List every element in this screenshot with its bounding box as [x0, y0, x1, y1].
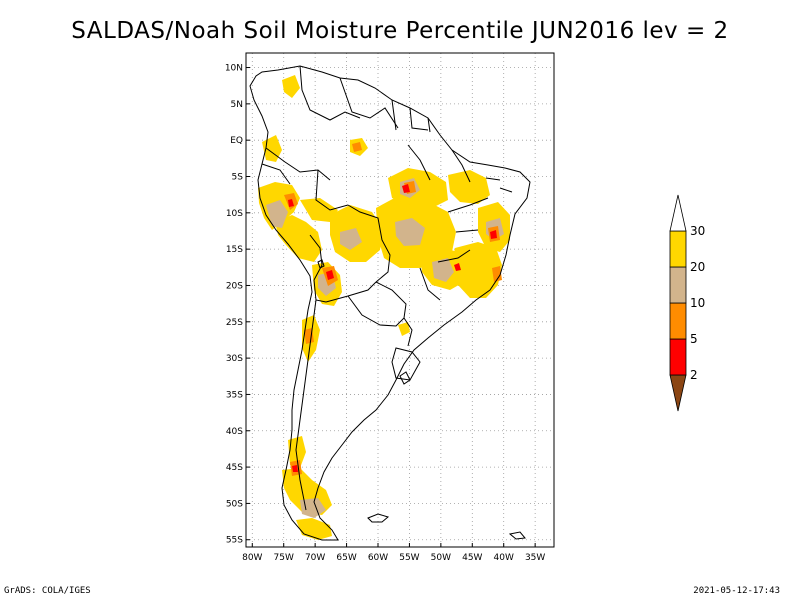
lon-tick-label: 35W [525, 553, 545, 563]
lon-tick-label: 55W [399, 553, 419, 563]
footer-credit: GrADS: COLA/IGES [4, 586, 91, 596]
longitude-labels: 80W 75W 70W 65W 60W 55W 50W 45W 40W 35W [242, 543, 545, 563]
lat-tick-label: 5S [232, 173, 244, 183]
colorbar-legend: 2 5 10 20 30 [669, 194, 705, 412]
red-bolivia [326, 270, 334, 280]
border-colombia-venezuela [299, 65, 361, 121]
colorbar-bin [669, 302, 687, 340]
colorbar-label: 20 [690, 260, 705, 274]
border-paraguay-argentina [347, 295, 405, 327]
falklands [367, 513, 390, 523]
red-patagonia [292, 465, 298, 472]
border-peru-bolivia [309, 234, 323, 281]
brazil-states [407, 144, 513, 301]
colorbar-bin [669, 266, 687, 304]
map-title: SALDAS/Noah Soil Moisture Percentile JUN… [71, 18, 729, 44]
shade-northeast [448, 170, 490, 204]
shade-venezuela [282, 75, 300, 98]
shade-peru-central [275, 215, 322, 262]
orange-amazon [352, 142, 362, 152]
lat-tick-label: 10N [225, 64, 243, 74]
lat-tick-label: 45S [226, 463, 243, 473]
red-goias [454, 263, 461, 271]
colorbar-label: 10 [690, 296, 705, 310]
tierra-east [508, 531, 526, 540]
footer-timestamp: 2021-05-12-17:43 [693, 586, 780, 596]
tan-peru [266, 200, 288, 228]
shade-minas [452, 242, 502, 298]
colorbar-label: 5 [690, 332, 698, 346]
tan-patagonia [300, 498, 326, 518]
shade-patagonia-north [288, 436, 306, 468]
lat-tick-label: 25S [226, 318, 243, 328]
border-guianas [391, 99, 431, 133]
lat-tick-label: 20S [226, 281, 243, 291]
lon-tick-label: 60W [368, 553, 388, 563]
lake-titicaca [317, 259, 325, 269]
lat-tick-label: 30S [226, 354, 243, 364]
shade-acre [300, 198, 338, 222]
lon-tick-label: 45W [462, 553, 482, 563]
border-peru-brazil [315, 169, 349, 211]
border-paraguay-brazil [375, 281, 407, 319]
border-chile-argentina [295, 299, 317, 511]
colorbar-label: 2 [690, 368, 698, 382]
lon-tick-label: 50W [431, 553, 451, 563]
border-ecuador-peru [261, 163, 291, 185]
lon-tick-label: 65W [336, 553, 356, 563]
lagoa-patos [399, 371, 411, 385]
shade-tierra [296, 518, 332, 540]
colorbar-label: 30 [690, 224, 705, 238]
shade-parana [398, 322, 410, 336]
lat-tick-label: EQ [230, 136, 243, 146]
soil-moisture-shading [258, 75, 510, 540]
colorbar-bin [669, 338, 687, 376]
border-uruguay [391, 347, 421, 381]
lat-tick-label: 55S [226, 536, 243, 546]
continent-outline [249, 65, 531, 541]
red-para [402, 184, 410, 193]
colorbar-bin [669, 194, 687, 232]
border-venezuela-brazil [339, 77, 399, 129]
lat-tick-label: 10S [226, 209, 243, 219]
lat-tick-label: 40S [226, 427, 243, 437]
map-frame [245, 52, 555, 548]
lon-tick-label: 75W [274, 553, 294, 563]
lat-tick-label: 15S [226, 245, 243, 255]
colorbar-bin [669, 374, 687, 412]
lon-tick-label: 40W [494, 553, 514, 563]
lon-tick-label: 80W [242, 553, 262, 563]
coastlines-borders [249, 65, 531, 541]
latitude-labels: 10N 5N EQ 5S 10S 15S 20S 25S 30S 35S 40S 45S 50S 55S [225, 64, 250, 546]
red-peru [288, 199, 294, 207]
orange-minas [492, 266, 502, 282]
lat-tick-label: 35S [226, 390, 243, 400]
red-bahia [490, 230, 497, 239]
border-bolivia-paraguay [325, 281, 377, 303]
tan-goias [432, 258, 454, 282]
lat-tick-label: 5N [231, 100, 243, 110]
colorbar-bin [669, 230, 687, 268]
border-brazil-bolivia [347, 204, 391, 283]
border-argentina-brazil [403, 317, 413, 347]
tan-mato-grosso [395, 218, 425, 246]
border-colombia-peru [265, 147, 331, 181]
tan-rondonia [340, 228, 362, 250]
lon-tick-label: 70W [305, 553, 325, 563]
lat-tick-label: 50S [226, 499, 243, 509]
